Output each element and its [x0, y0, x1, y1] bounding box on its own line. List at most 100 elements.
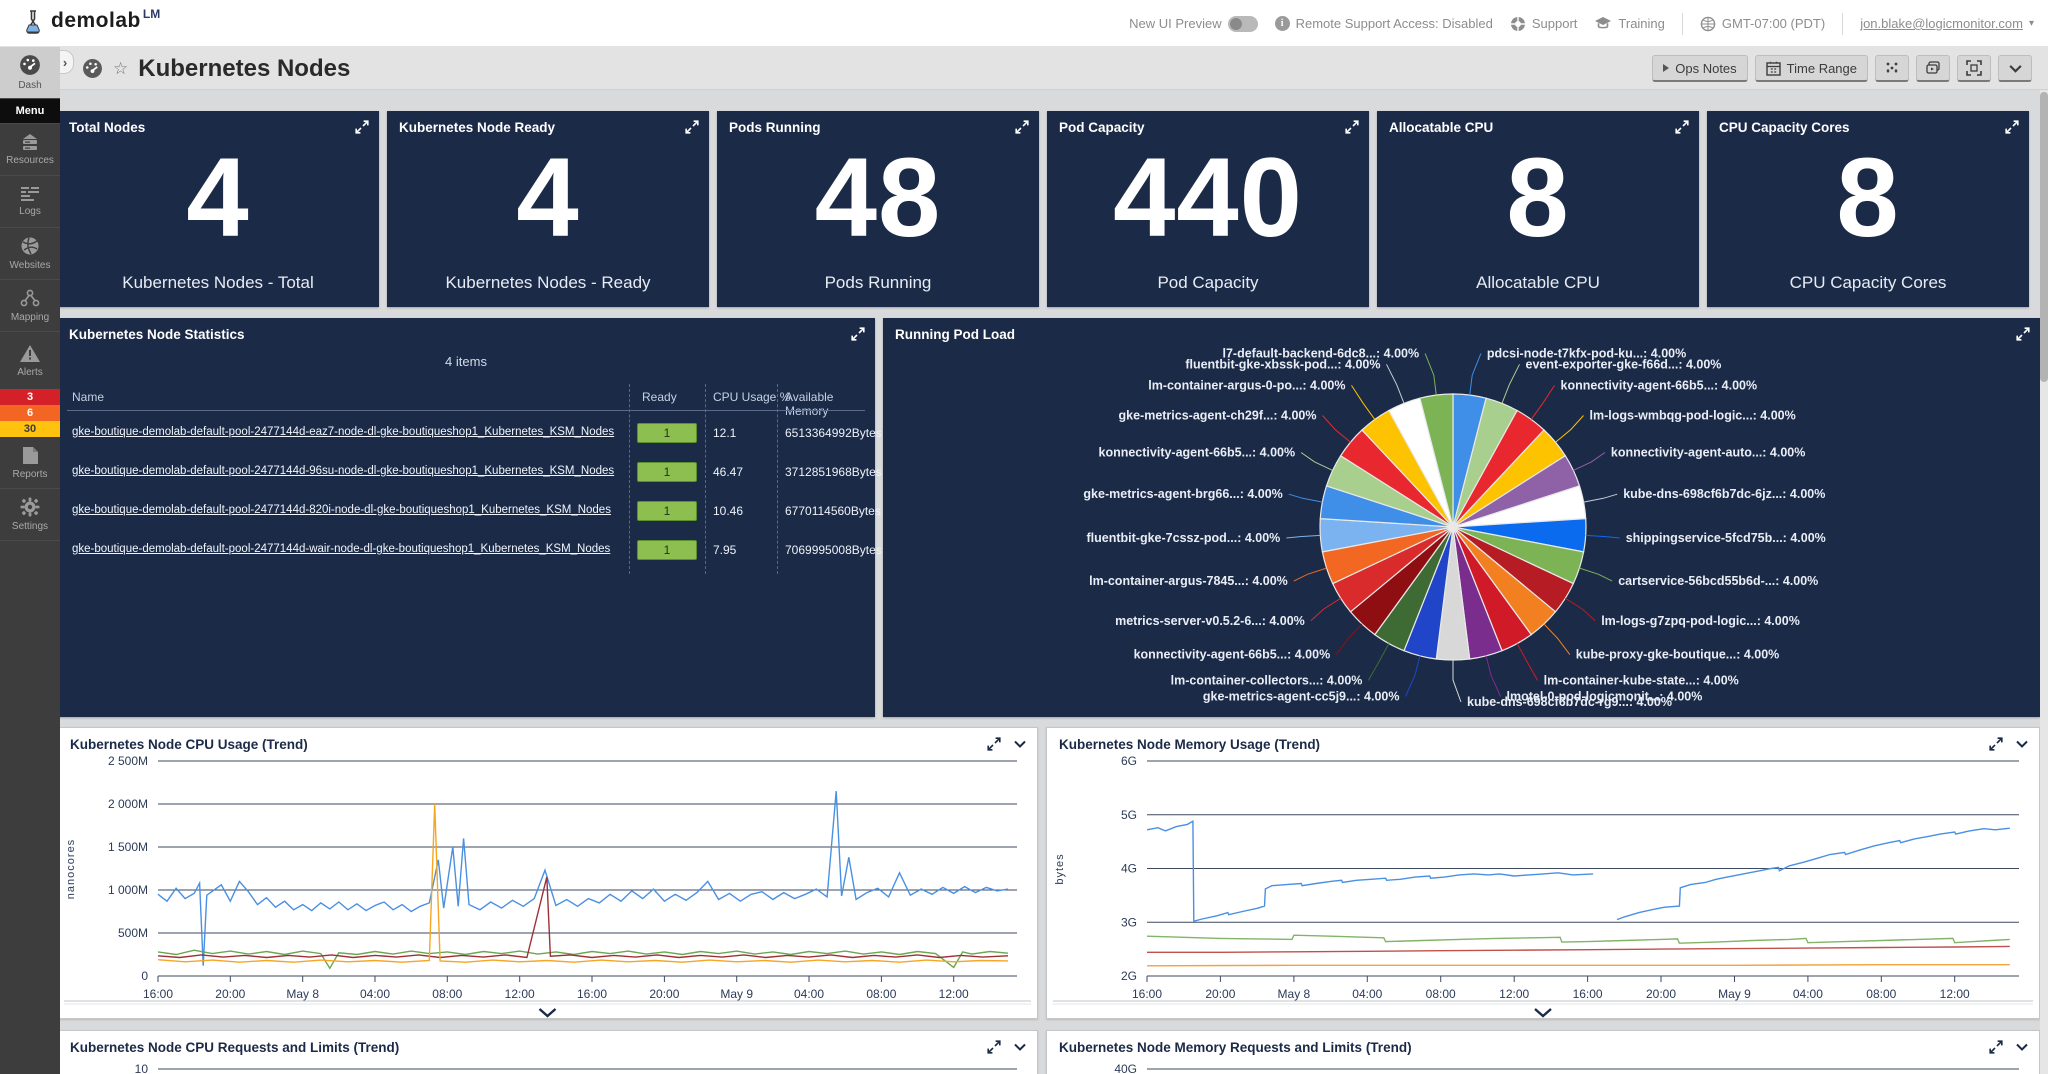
timezone-selector[interactable]: GMT-07:00 (PDT)	[1700, 16, 1825, 32]
sidebar-item-resources[interactable]: Resources	[0, 124, 60, 176]
column-header-ready[interactable]: Ready	[642, 390, 677, 404]
widget-title: Pod Capacity	[1059, 120, 1145, 135]
expand-icon[interactable]	[2005, 120, 2019, 134]
alert-badge-error[interactable]: 6	[0, 405, 60, 421]
stat-label: Pod Capacity	[1157, 273, 1259, 292]
pie-label-leader-line	[1367, 643, 1390, 681]
sidebar-item-menu[interactable]: Menu	[0, 99, 60, 124]
expand-icon[interactable]	[685, 120, 699, 134]
y-tick-label: 1 000M	[108, 883, 148, 897]
show-legend-chevron[interactable]	[538, 1008, 557, 1018]
pie-slice[interactable]	[1419, 393, 1454, 528]
expand-icon[interactable]	[1015, 120, 1029, 134]
pie-slice-label: metrics-server-v0.5.2-6...: 4.00%	[1115, 614, 1305, 628]
x-tick-label: 04:00	[794, 987, 824, 1001]
sidebar-item-websites[interactable]: Websites	[0, 228, 60, 280]
fullscreen-button[interactable]	[1957, 55, 1991, 82]
chevron-down-icon[interactable]	[2015, 737, 2029, 751]
x-tick-label: 12:00	[1940, 987, 1970, 1001]
widget-cpu-capacity-cores: CPU Capacity Cores 8 CPU Capacity Cores	[1707, 111, 2029, 307]
sidebar-item-settings[interactable]: Settings	[0, 489, 60, 541]
widget-title: Allocatable CPU	[1389, 120, 1494, 135]
dashboard-gauge-icon	[82, 58, 103, 79]
favorite-star-icon[interactable]: ☆	[113, 58, 129, 78]
pie-slice-label: konnectivity-agent-66b5...: 4.00%	[1561, 378, 1758, 392]
expand-icon[interactable]	[987, 1040, 1001, 1054]
websites-globe-icon	[21, 237, 39, 255]
arrange-widgets-button[interactable]	[1875, 55, 1909, 82]
expand-icon[interactable]	[355, 120, 369, 134]
chevron-down-icon[interactable]	[2015, 1040, 2029, 1054]
new-ui-preview-toggle[interactable]	[1227, 15, 1258, 32]
training-menu[interactable]: Training	[1594, 16, 1665, 31]
chevron-down-icon[interactable]	[1013, 737, 1027, 751]
more-options-button[interactable]	[1998, 55, 2032, 82]
pie-slice-label: lm-logs-g7zpq-pod-logic...: 4.00%	[1601, 614, 1800, 628]
show-legend-chevron[interactable]	[1534, 1008, 1552, 1018]
expand-icon[interactable]	[2016, 327, 2030, 341]
user-email: jon.blake@logicmonitor.com	[1860, 16, 2023, 31]
y-tick-label: 40G	[1114, 1062, 1137, 1074]
pie-label-leader-line	[1485, 655, 1501, 697]
y-tick-label: 4G	[1121, 862, 1137, 876]
expand-icon[interactable]	[1989, 1040, 2003, 1054]
left-nav-sidebar: Dash Menu Resources Logs	[0, 47, 60, 1074]
x-tick-label: May 9	[1718, 987, 1751, 1001]
sidebar-item-mapping[interactable]: Mapping	[0, 280, 60, 332]
sidebar-item-label: Settings	[11, 521, 49, 532]
column-divider	[705, 384, 706, 574]
expand-icon[interactable]	[1989, 737, 2003, 751]
stat-value: 8	[1506, 135, 1570, 260]
table-header-divider	[67, 410, 865, 411]
slideshow-button[interactable]	[1916, 55, 1950, 82]
available-memory-cell: 6770114560Bytes	[785, 504, 881, 518]
pie-label-leader-line	[1516, 643, 1539, 681]
new-ui-preview-label: New UI Preview	[1129, 16, 1222, 31]
x-tick-label: 12:00	[939, 987, 969, 1001]
expand-icon[interactable]	[1675, 120, 1689, 134]
stat-value: 440	[1113, 135, 1303, 260]
alert-badge-warning[interactable]: 30	[0, 421, 60, 437]
y-tick-label: 5G	[1121, 808, 1137, 822]
page-title: Kubernetes Nodes	[138, 54, 351, 82]
brand-logo[interactable]: demolab LM	[22, 7, 160, 35]
sidebar-item-alerts[interactable]: Alerts	[0, 332, 60, 389]
sidebar-item-dash[interactable]: Dash	[0, 47, 60, 99]
lifering-icon	[1510, 16, 1525, 31]
pie-label-leader-line	[1565, 597, 1596, 622]
column-header-memory[interactable]: Available Memory	[785, 390, 834, 418]
pie-slice-label: pdcsi-node-t7kfx-pod-ku...: 4.00%	[1487, 346, 1686, 360]
widget-title: Kubernetes Node Memory Requests and Limi…	[1059, 1040, 1412, 1055]
x-tick-label: 04:00	[1793, 987, 1823, 1001]
alert-badge-critical[interactable]: 3	[0, 389, 60, 405]
remote-support-status[interactable]: i Remote Support Access: Disabled	[1274, 16, 1493, 31]
chevron-down-icon: ▾	[2028, 18, 2034, 29]
fullscreen-icon	[1966, 60, 1982, 76]
node-link[interactable]: gke-boutique-demolab-default-pool-247714…	[72, 465, 615, 477]
pie-label-leader-line	[1310, 597, 1341, 622]
column-header-name[interactable]: Name	[72, 390, 105, 404]
node-link[interactable]: gke-boutique-demolab-default-pool-247714…	[72, 543, 611, 555]
page-scrollbar[interactable]	[2040, 47, 2048, 1074]
expand-icon[interactable]	[1345, 120, 1359, 134]
column-divider	[777, 384, 778, 574]
x-tick-label: 20:00	[1646, 987, 1676, 1001]
support-menu[interactable]: Support	[1510, 16, 1577, 32]
time-range-button[interactable]: Time Range	[1754, 55, 1868, 82]
expand-icon[interactable]	[851, 327, 865, 341]
sidebar-item-logs[interactable]: Logs	[0, 176, 60, 228]
node-link[interactable]: gke-boutique-demolab-default-pool-247714…	[72, 426, 615, 438]
stat-label: Kubernetes Nodes - Ready	[445, 273, 651, 292]
x-tick-label: May 8	[1278, 987, 1311, 1001]
expand-icon[interactable]	[987, 737, 1001, 751]
ops-notes-button[interactable]: Ops Notes	[1652, 55, 1748, 82]
scrollbar-thumb[interactable]	[2040, 92, 2048, 382]
column-header-cpu[interactable]: CPU Usage %	[713, 390, 791, 404]
node-link[interactable]: gke-boutique-demolab-default-pool-247714…	[72, 504, 611, 516]
chevron-down-icon[interactable]	[1013, 1040, 1027, 1054]
toggle-knob	[1229, 17, 1242, 30]
widget-title: Kubernetes Node Ready	[399, 120, 556, 135]
user-account-menu[interactable]: jon.blake@logicmonitor.com ▾	[1860, 16, 2034, 31]
sidebar-item-reports[interactable]: Reports	[0, 437, 60, 489]
